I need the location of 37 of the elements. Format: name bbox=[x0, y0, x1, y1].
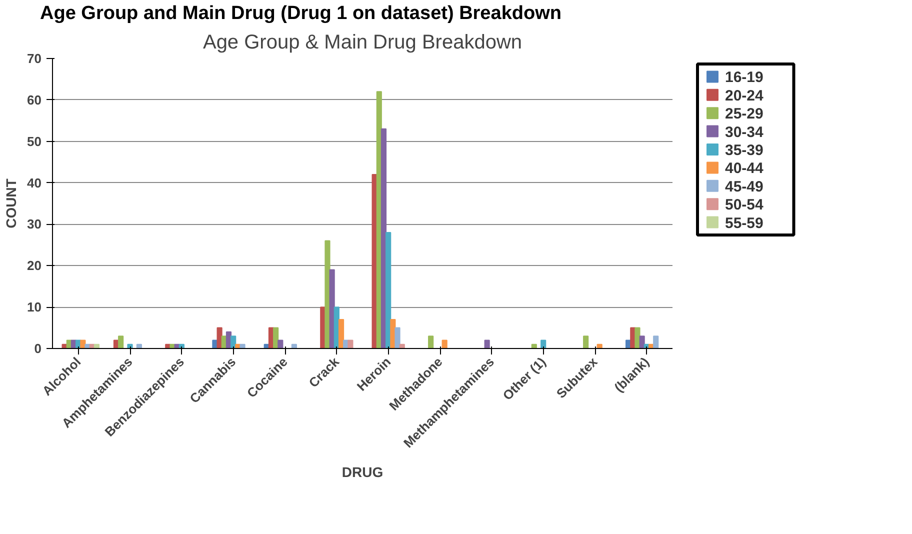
legend-label: 40-44 bbox=[725, 160, 764, 178]
y-tick-label: 50 bbox=[27, 134, 42, 149]
y-tick-label: 70 bbox=[27, 51, 42, 66]
y-axis-title: COUNT bbox=[3, 178, 20, 228]
bar bbox=[348, 340, 354, 348]
bar bbox=[386, 232, 392, 348]
chart-title: Age Group & Main Drug Breakdown bbox=[202, 32, 522, 54]
bar bbox=[428, 336, 434, 348]
legend-label: 55-59 bbox=[725, 214, 764, 232]
legend-label: 16-19 bbox=[725, 69, 764, 86]
y-tick-label: 20 bbox=[27, 258, 42, 274]
legend-label: 50-54 bbox=[725, 196, 764, 214]
y-tick-label: 0 bbox=[34, 341, 42, 356]
bar bbox=[394, 327, 400, 348]
text: Age Group and Main Drug (Drug 1 on dataset) Breakdown bbox=[40, 3, 562, 24]
y-tick-label: 30 bbox=[27, 216, 42, 232]
bar bbox=[324, 240, 330, 348]
bar bbox=[240, 344, 246, 348]
bar bbox=[583, 336, 589, 348]
bar bbox=[442, 340, 448, 348]
legend-label: 45-49 bbox=[725, 178, 764, 196]
bar bbox=[639, 336, 645, 348]
x-axis-title: DRUG bbox=[342, 464, 384, 480]
bar bbox=[118, 336, 124, 348]
bar bbox=[484, 340, 490, 348]
bar bbox=[278, 340, 284, 348]
y-tick-label: 40 bbox=[27, 175, 42, 190]
bar bbox=[338, 319, 344, 348]
y-tick-label: 10 bbox=[27, 300, 42, 315]
y-tick-label: 60 bbox=[27, 92, 42, 108]
bar bbox=[540, 340, 546, 348]
legend-label: 20-24 bbox=[725, 87, 764, 104]
bar bbox=[634, 327, 640, 348]
legend-label: 35-39 bbox=[725, 142, 764, 159]
bar bbox=[653, 336, 659, 348]
legend-label: 25-29 bbox=[725, 106, 764, 123]
legend-label: 30-34 bbox=[725, 124, 764, 141]
